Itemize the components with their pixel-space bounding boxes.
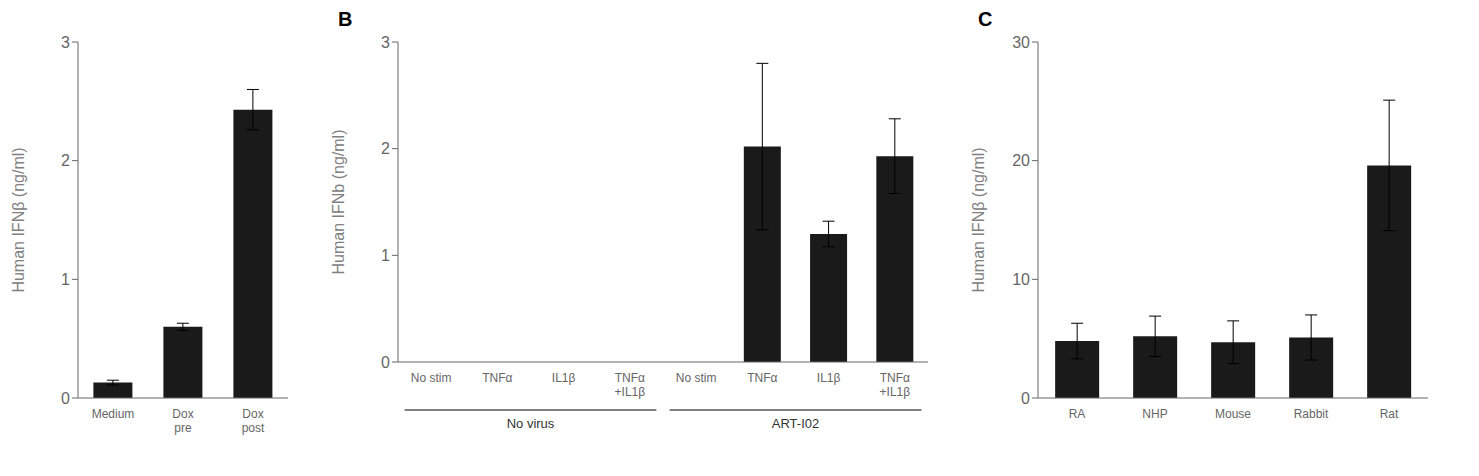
svg-text:IL1β: IL1β	[552, 371, 576, 385]
svg-text:Doxpre: Doxpre	[172, 407, 193, 435]
svg-text:1: 1	[381, 247, 390, 264]
svg-text:0: 0	[381, 354, 390, 371]
svg-text:Rat: Rat	[1380, 407, 1399, 421]
svg-text:10: 10	[1012, 271, 1030, 288]
svg-text:No virus: No virus	[507, 416, 555, 431]
svg-text:Human IFNb (ng/ml): Human IFNb (ng/ml)	[330, 130, 347, 275]
svg-text:IL1β: IL1β	[817, 371, 841, 385]
svg-text:RA: RA	[1069, 407, 1086, 421]
svg-text:Rabbit: Rabbit	[1294, 407, 1329, 421]
html-text:B: B	[338, 8, 353, 30]
svg-text:0: 0	[1021, 390, 1030, 407]
svg-text:3: 3	[381, 34, 390, 51]
svg-text:2: 2	[381, 140, 390, 157]
svg-text:TNFα+IL1β: TNFα+IL1β	[880, 371, 911, 399]
svg-text:30: 30	[1012, 34, 1030, 51]
svg-text:1: 1	[61, 271, 70, 288]
svg-text:0: 0	[61, 390, 70, 407]
svg-text:2: 2	[61, 152, 70, 169]
svg-text:Doxpost: Doxpost	[242, 407, 265, 435]
svg-text:TNFα: TNFα	[482, 371, 512, 385]
svg-text:ART-I02: ART-I02	[772, 416, 819, 431]
html-text:C: C	[978, 8, 993, 30]
svg-text:No stim: No stim	[676, 371, 717, 385]
svg-text:Mouse: Mouse	[1215, 407, 1251, 421]
svg-text:TNFα: TNFα	[747, 371, 777, 385]
svg-text:TNFα+IL1β: TNFα+IL1β	[615, 371, 646, 399]
svg-text:3: 3	[61, 34, 70, 51]
svg-text:No stim: No stim	[411, 371, 452, 385]
svg-text:NHP: NHP	[1142, 407, 1167, 421]
svg-text:Human IFNβ (ng/ml): Human IFNβ (ng/ml)	[970, 147, 987, 292]
svg-text:Medium: Medium	[92, 407, 135, 421]
svg-text:20: 20	[1012, 152, 1030, 169]
svg-text:Human IFNβ (ng/ml): Human IFNβ (ng/ml)	[10, 147, 27, 292]
